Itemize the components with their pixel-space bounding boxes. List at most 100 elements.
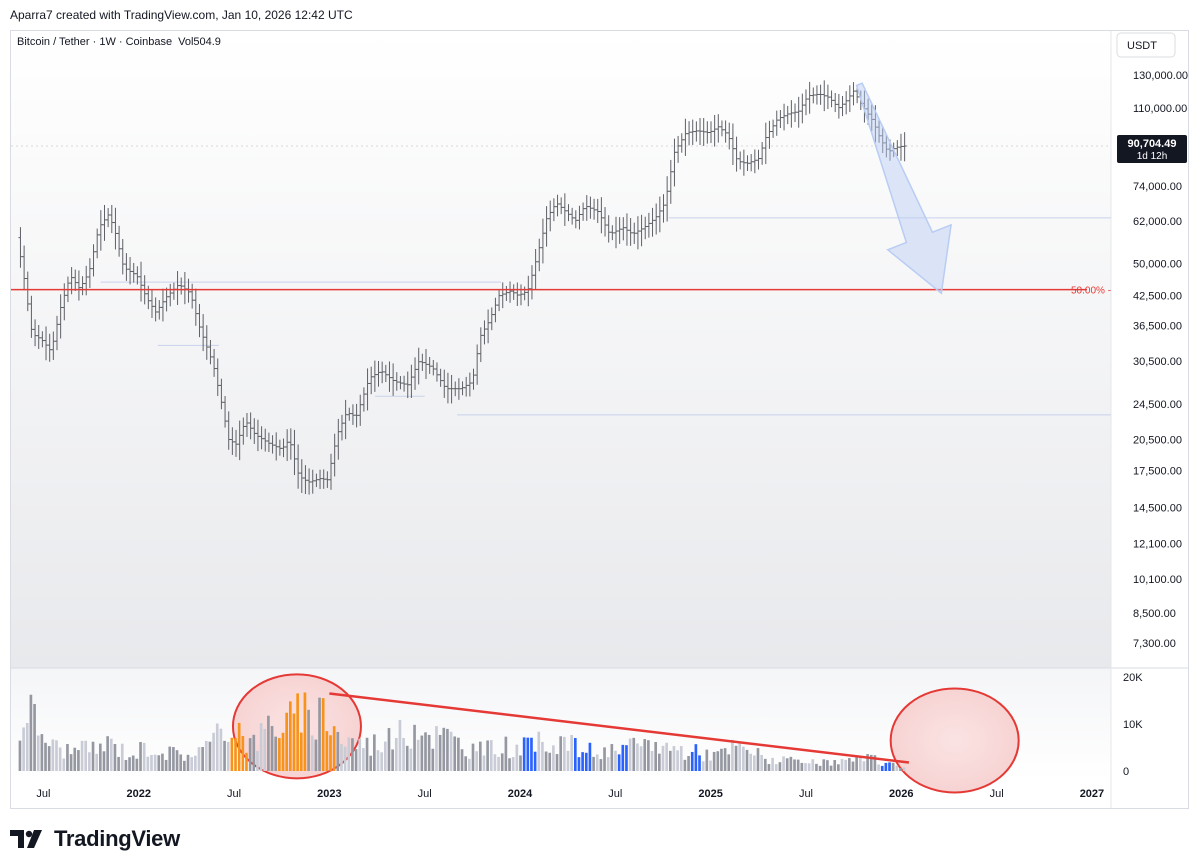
volume-bar: [847, 758, 851, 771]
volume-bar: [343, 746, 347, 771]
volume-bar: [581, 752, 584, 771]
time-tick-label: 2023: [317, 788, 341, 800]
volume-bar: [394, 737, 398, 771]
volume-bar: [548, 752, 552, 771]
chart-frame[interactable]: 50.00% - 130,000.00 110,000.00 74,000.00 62,…: [10, 30, 1189, 809]
time-tick-label: 2024: [508, 788, 533, 800]
volume-bar: [51, 739, 55, 771]
brand-name: TradingView: [54, 826, 180, 851]
volume-bar: [763, 758, 767, 771]
candles-group: [18, 80, 907, 495]
volume-bar: [267, 715, 270, 771]
volume-bar: [420, 735, 424, 771]
volume-bar: [884, 762, 888, 771]
projection-arrow: [855, 82, 952, 295]
volume-bar: [869, 754, 873, 771]
volume-bar: [106, 736, 109, 771]
volume-bar: [332, 726, 336, 771]
time-tick-label: Jul: [227, 788, 241, 800]
volume-bar: [318, 697, 321, 771]
volume-bar: [614, 750, 617, 771]
volume-bar: [818, 765, 822, 771]
volume-bar: [299, 732, 303, 771]
time-tick-label: Jul: [418, 788, 432, 800]
volume-bar: [552, 745, 555, 771]
volume-bar: [256, 751, 259, 771]
volume-bar: [632, 737, 636, 771]
volume-bar: [530, 737, 533, 771]
price-tick-label: 14,500.00: [1133, 503, 1182, 515]
volume-bar: [599, 759, 603, 771]
volume-bars-group: [18, 692, 906, 771]
volume-bar: [321, 698, 325, 771]
volume-bar: [760, 754, 763, 771]
volume-bar: [457, 737, 460, 771]
price-tick-label: 24,500.00: [1133, 399, 1182, 411]
volume-bar: [164, 759, 168, 771]
volume-bar: [668, 750, 672, 771]
volume-bar: [212, 732, 215, 771]
volume-bar: [18, 740, 22, 771]
volume-bar: [866, 754, 869, 771]
volume-bar: [639, 746, 643, 771]
volume-bar: [771, 757, 774, 771]
volume-bar: [117, 756, 120, 771]
volume-bar: [285, 712, 288, 771]
volume-bar: [690, 751, 694, 771]
volume-bar: [804, 763, 807, 771]
volume-bar: [606, 757, 610, 771]
volume-bar: [508, 758, 511, 771]
volume-bar: [833, 760, 837, 771]
chart-legend: Bitcoin / Tether · 1W · Coinbase Vol504.9: [17, 36, 221, 48]
volume-bar: [281, 732, 285, 771]
volume-bar: [409, 748, 413, 771]
volume-bar: [365, 737, 369, 771]
volume-bar: [99, 743, 102, 771]
volume-bar: [161, 753, 164, 771]
volume-bar: [373, 734, 376, 771]
volume-bar: [837, 764, 840, 771]
price-badge-countdown: 1d 12h: [1137, 151, 1168, 162]
volume-bar: [120, 743, 124, 771]
legend-volume: Vol504.9: [178, 36, 221, 48]
volume-bar: [153, 754, 157, 771]
volume-tick-label: 20K: [1123, 672, 1143, 684]
volume-bar: [413, 724, 416, 771]
volume-bar: [362, 748, 365, 771]
chart-canvas[interactable]: 50.00% - 130,000.00 110,000.00 74,000.00 62,…: [11, 31, 1188, 808]
volume-bar: [241, 736, 245, 771]
volume-bar: [22, 727, 25, 771]
price-tick-label: 50,000.00: [1133, 258, 1182, 270]
volume-bar: [676, 750, 679, 771]
volume-bar: [391, 749, 394, 771]
volume-bar: [489, 740, 493, 771]
volume-bar: [895, 765, 899, 771]
volume-bar: [139, 742, 142, 771]
volume-bar: [745, 749, 749, 771]
volume-bar: [201, 746, 204, 771]
volume-bar: [237, 722, 241, 771]
volume-bar: [25, 723, 29, 771]
volume-bar: [73, 747, 77, 771]
volume-bar: [482, 755, 486, 771]
volume-bar: [175, 750, 179, 771]
volume-bar: [310, 735, 314, 771]
volume-bar: [347, 737, 351, 771]
volume-bar: [840, 759, 844, 771]
time-tick-label: 2022: [126, 788, 150, 800]
volume-bar: [475, 751, 478, 771]
volume-trendline: [329, 692, 910, 764]
volume-bar: [683, 759, 687, 771]
volume-bar: [742, 746, 745, 771]
time-tick-label: 2025: [698, 788, 722, 800]
volume-bar: [446, 728, 449, 771]
volume-bar: [767, 764, 771, 771]
volume-bar: [40, 734, 44, 771]
volume-bar: [636, 743, 639, 771]
volume-highlight-circle: [889, 687, 1020, 794]
volume-bar: [146, 756, 150, 771]
price-tick-label: 36,500.00: [1133, 321, 1182, 333]
brand-footer: TradingView: [10, 826, 180, 852]
volume-bar: [270, 726, 274, 771]
volume-bar: [511, 757, 515, 771]
